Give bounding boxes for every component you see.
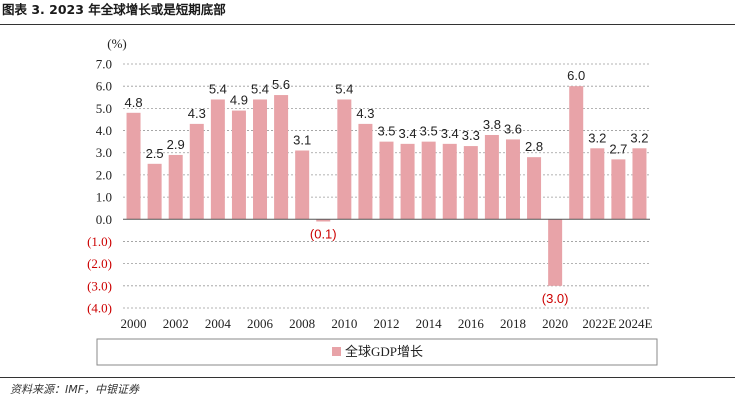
x-tick-label: 2024E	[618, 316, 652, 331]
y-tick-label: 2.0	[96, 167, 112, 182]
bar-2009	[316, 219, 331, 222]
bar-2004	[210, 99, 225, 220]
data-labels: 4.82.52.94.35.44.95.4 5.63.1(0.1)5.44.33.…	[125, 68, 649, 306]
legend-swatch	[332, 347, 341, 356]
data-label-2007: 5.6	[272, 77, 290, 92]
data-label-2023E: 2.7	[609, 141, 627, 156]
bar-2024E	[632, 148, 647, 220]
x-tick-label: 2002	[163, 316, 189, 331]
source-divider	[0, 377, 735, 378]
bar-2019	[527, 157, 542, 220]
bar-2015	[442, 143, 457, 220]
bar-2008	[295, 150, 310, 220]
x-tick-label: 2000	[121, 316, 147, 331]
data-label-2000: 4.8	[125, 95, 143, 110]
bar-2017	[484, 134, 499, 220]
data-label-2008: 3.1	[293, 133, 311, 148]
bar-2020	[548, 219, 563, 286]
bar-2003	[189, 123, 204, 220]
x-tick-label: 2016	[458, 316, 485, 331]
title-divider	[0, 24, 735, 25]
data-label-2014: 3.5	[420, 124, 438, 139]
bar-2011	[358, 123, 373, 220]
data-label-2002: 2.9	[167, 137, 185, 152]
data-label-2012: 3.5	[377, 124, 395, 139]
y-tick-label: 7.0	[96, 57, 112, 72]
data-label-2011: 4.3	[356, 106, 374, 121]
y-tick-label: (1.0)	[87, 234, 112, 249]
x-tick-label: 2006	[247, 316, 274, 331]
y-tick-label: (4.0)	[87, 301, 112, 316]
bar-2010	[337, 99, 352, 220]
data-label-2001: 2.5	[146, 146, 164, 161]
bar-2016	[463, 146, 478, 220]
data-label-2005: 4.9	[230, 93, 248, 108]
data-label-2019: 2.8	[525, 139, 543, 154]
y-tick-label: 6.0	[96, 79, 112, 94]
bar-2007	[274, 95, 289, 220]
y-tick-label: 0.0	[96, 212, 112, 227]
data-label-2003: 4.3	[188, 106, 206, 121]
y-tick-label: 5.0	[96, 101, 112, 116]
bar-2002	[168, 154, 183, 220]
bar-2001	[147, 163, 162, 220]
x-tick-label: 2020	[542, 316, 568, 331]
source-note: 资料来源：IMF，中银证券	[10, 383, 140, 396]
x-tick-label: 2004	[205, 316, 232, 331]
x-tick-label: 2012	[374, 316, 400, 331]
y-tick-label: 1.0	[96, 190, 112, 205]
y-unit-label: (%)	[107, 36, 127, 51]
data-label-2018: 3.6	[504, 121, 522, 136]
x-tick-label: 2018	[500, 316, 526, 331]
axes: 7.0 6.0 5.0 4.0 3.0 2.0 1.0 0.0 (1.0) (2.0) (3.0) (…	[87, 36, 652, 331]
bar-2014	[421, 141, 436, 220]
data-label-2006: 5.4	[251, 81, 269, 96]
bar-2012	[379, 141, 394, 220]
bar-2021	[569, 86, 584, 220]
gdp-growth-chart: 7.0 6.0 5.0 4.0 3.0 2.0 1.0 0.0 (1.0) (2.0) (3.0) (…	[87, 36, 658, 366]
y-tick-label: 4.0	[96, 123, 112, 138]
x-tick-label: 2022E	[582, 316, 616, 331]
x-tick-label: 2014	[416, 316, 443, 331]
data-label-2015: 3.4	[441, 126, 459, 141]
data-label-2020: (3.0)	[542, 291, 569, 306]
bar-2000	[126, 112, 141, 220]
legend-box	[96, 338, 658, 366]
legend: 全球GDP增长	[96, 338, 658, 366]
bar-2022E	[590, 148, 605, 220]
data-label-2021: 6.0	[567, 68, 585, 83]
y-tick-label: 3.0	[96, 145, 112, 160]
data-label-2024E: 3.2	[630, 130, 648, 145]
x-tick-label: 2010	[331, 316, 357, 331]
data-label-2010: 5.4	[335, 81, 353, 96]
data-label-2009: (0.1)	[310, 226, 337, 241]
data-label-2022E: 3.2	[588, 130, 606, 145]
data-label-2017: 3.8	[483, 117, 501, 132]
figure-title: 图表 3. 2023 年全球增长或是短期底部	[2, 2, 226, 17]
y-tick-label: (2.0)	[87, 256, 112, 271]
data-label-2004: 5.4	[209, 81, 227, 96]
bar-2005	[231, 110, 246, 220]
bar-2006	[253, 99, 268, 220]
bars	[126, 86, 647, 286]
data-label-2016: 3.3	[462, 128, 480, 143]
bar-2018	[505, 139, 520, 220]
legend-label: 全球GDP增长	[345, 344, 423, 359]
y-tick-label: (3.0)	[87, 278, 112, 293]
x-tick-label: 2008	[289, 316, 315, 331]
bar-2013	[400, 143, 415, 220]
data-label-2013: 3.4	[399, 126, 417, 141]
bar-2023E	[611, 159, 626, 220]
